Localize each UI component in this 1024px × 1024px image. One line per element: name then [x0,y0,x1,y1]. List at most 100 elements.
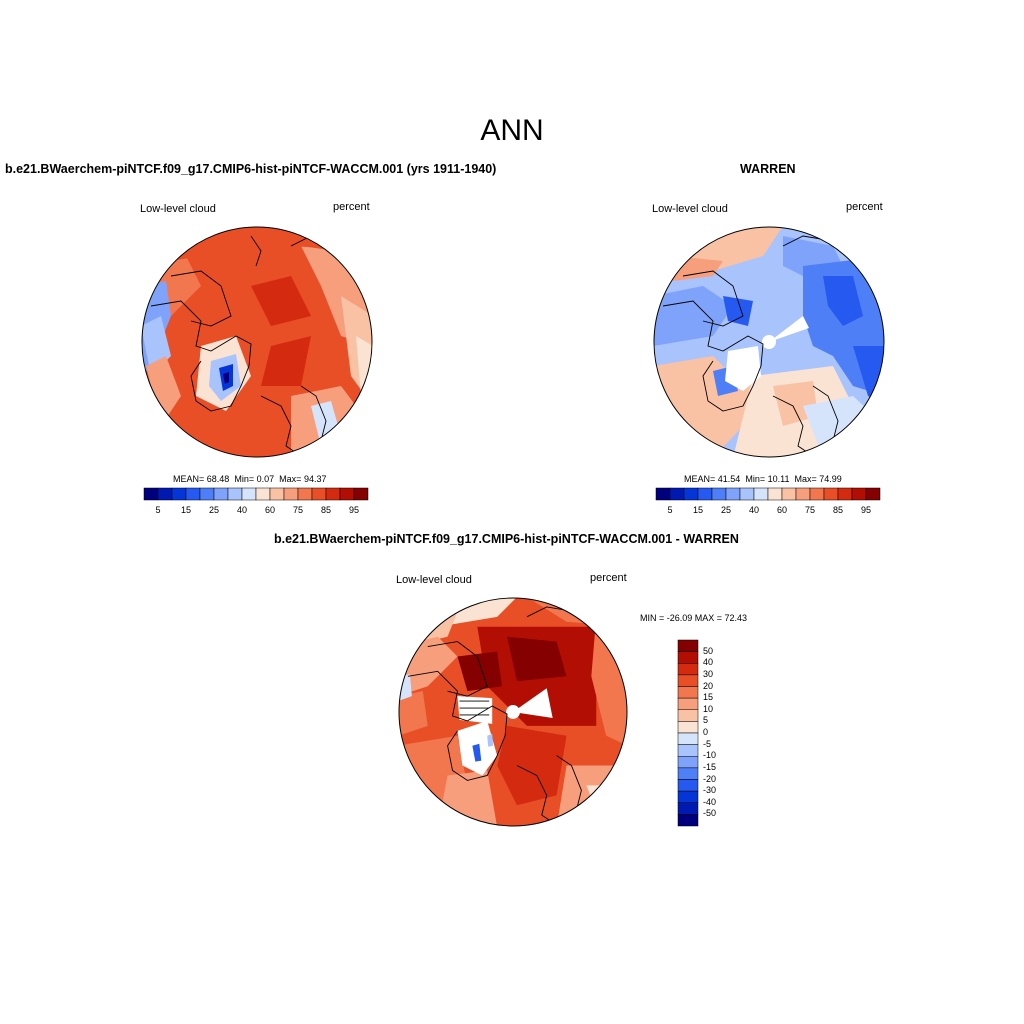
colorbar-swatch [255,487,271,501]
panel-b-max-label: Max= [794,474,817,484]
diff-missing-wedge [513,688,553,718]
diff-coastline [556,755,582,811]
panel-b-mean-label: MEAN= [684,474,716,484]
colorbar-swatch [711,487,727,501]
colorbar-swatch [697,487,713,501]
panel-a-title: b.e21.BWaerchem-piNTCF.f09_g17.CMIP6-his… [5,162,497,176]
panel-a-min-label: Min= [234,474,255,484]
colorbar-swatch [283,487,299,501]
panel-a-coastline [300,385,327,442]
colorbar-swatch [677,663,699,676]
panel-a-coastline [260,395,302,457]
colorbar-swatch [683,487,699,501]
panel-a-stats: MEAN= 68.48 Min= 0.07 Max= 94.37 [173,474,326,484]
colorbar-tick-label: 5 [703,715,709,726]
panel-a-colorbar [143,487,369,501]
colorbar-tick-label: 15 [692,505,704,515]
panel-b-field-region [823,276,863,326]
colorbar-swatch [753,487,769,501]
colorbar-swatch [241,487,257,501]
panel-a-field-region [261,336,311,386]
diff-colorbar [677,639,699,827]
colorbar-swatch [669,487,685,501]
colorbar-swatch [269,487,285,501]
diff-polar-map [398,597,628,827]
panel-b-field-region [803,396,884,457]
colorbar-swatch [143,487,159,501]
colorbar-tick-label: 15 [703,692,714,703]
colorbar-tick-label: 0 [703,727,709,737]
colorbar-swatch [677,674,699,687]
panel-a-coastline [170,270,232,327]
diff-coastline [427,641,488,697]
colorbar-tick-label: -50 [703,808,717,819]
colorbar-swatch [677,802,699,815]
panel-b-units-label: percent [846,201,883,213]
diff-missing-pole [506,705,520,719]
diff-field-region [487,733,494,747]
colorbar-tick-label: 75 [804,505,816,515]
panel-b-polar-map [653,226,885,458]
colorbar-swatch [851,487,867,501]
colorbar-swatch [677,686,699,699]
panel-b-field-region [725,346,761,391]
panel-a-min-value: 0.07 [256,474,275,484]
panel-a-variable-label: Low-level cloud [140,203,216,215]
panel-a-max-label: Max= [279,474,302,484]
colorbar-swatch [823,487,839,501]
colorbar-swatch [725,487,741,501]
colorbar-tick-label: 30 [703,668,714,679]
colorbar-tick-label: 15 [180,505,192,515]
panel-a-coastline [150,300,252,412]
colorbar-tick-label: 95 [348,505,360,515]
colorbar-tick-label: 95 [860,505,872,515]
panel-b-variable-label: Low-level cloud [652,203,728,215]
panel-a-units-label: percent [333,201,370,213]
panel-b-min-label: Min= [745,474,766,484]
panel-b-stats: MEAN= 41.54 Min= 10.11 Max= 74.99 [684,474,842,484]
colorbar-swatch [767,487,783,501]
colorbar-tick-label: 60 [776,505,788,515]
colorbar-swatch [677,779,699,792]
colorbar-swatch [809,487,825,501]
colorbar-swatch [171,487,187,501]
panel-b-coastline [812,385,839,442]
colorbar-swatch [781,487,797,501]
colorbar-tick-label: 10 [703,703,714,714]
diff-field-region [556,765,628,827]
colorbar-tick-label: -5 [703,738,712,749]
colorbar-swatch [213,487,229,501]
colorbar-swatch [677,767,699,780]
colorbar-swatch [837,487,853,501]
diff-colorbar-labels: 50 40 30 20 15 10 5 0 -5 -10 -15 -20 -30 -40 -50 [703,640,733,826]
colorbar-swatch [185,487,201,501]
diff-field-region [457,651,503,692]
colorbar-tick-label: -20 [703,773,717,784]
colorbar-swatch [677,721,699,734]
colorbar-swatch [677,732,699,745]
colorbar-swatch [677,790,699,803]
panel-b-colorbar-labels: 5 15 25 40 60 75 85 95 [656,505,880,517]
colorbar-swatch [353,487,369,501]
panel-a-coastline [250,235,262,267]
panel-a-field-region [251,276,311,326]
panel-b-max-value: 74.99 [819,474,842,484]
colorbar-tick-label: 85 [320,505,332,515]
panel-a-mean-value: 68.48 [206,474,230,484]
colorbar-swatch [795,487,811,501]
diff-coastline [407,670,508,781]
colorbar-swatch [199,487,215,501]
colorbar-swatch [865,487,881,501]
colorbar-tick-label: 20 [703,680,714,691]
colorbar-tick-label: -10 [703,750,717,761]
colorbar-swatch [677,651,699,664]
diff-panel-title: b.e21.BWaerchem-piNTCF.f09_g17.CMIP6-his… [274,532,739,546]
panel-b-coastline [662,300,764,412]
colorbar-tick-label: 75 [292,505,304,515]
diff-field-region [586,785,628,816]
colorbar-swatch [297,487,313,501]
diff-units-label: percent [590,572,627,584]
diff-field-region [497,725,567,806]
panel-b-min-value: 10.11 [767,474,790,484]
colorbar-swatch [325,487,341,501]
